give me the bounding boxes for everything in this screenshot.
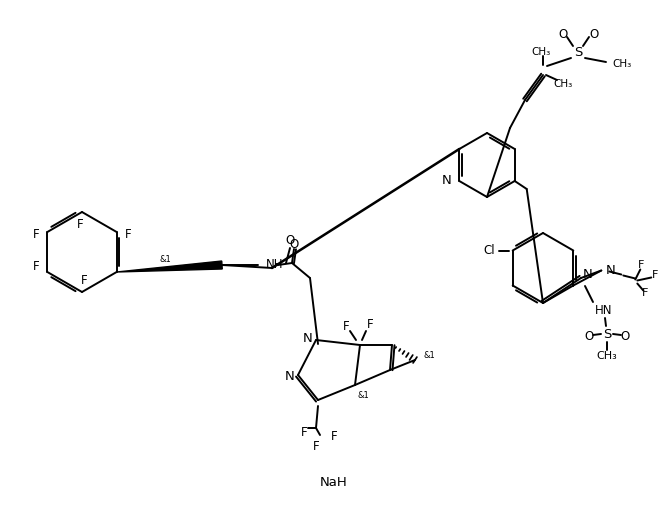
Text: CH₃: CH₃ <box>553 79 572 89</box>
Text: F: F <box>343 321 349 333</box>
Text: NaH: NaH <box>320 476 348 489</box>
Text: F: F <box>313 439 319 452</box>
Text: &1: &1 <box>159 255 171 265</box>
Text: S: S <box>603 327 611 341</box>
Text: &1: &1 <box>423 351 435 359</box>
Text: N: N <box>583 268 593 281</box>
Text: F: F <box>638 261 645 270</box>
Text: F: F <box>33 261 39 273</box>
Text: CH₃: CH₃ <box>597 351 617 361</box>
Text: O: O <box>558 27 568 40</box>
Text: N: N <box>605 264 615 277</box>
Text: F: F <box>125 227 132 240</box>
Text: &1: &1 <box>357 390 369 400</box>
Text: O: O <box>584 329 594 342</box>
Text: HN: HN <box>595 303 613 316</box>
Text: Cl: Cl <box>483 244 495 257</box>
Text: F: F <box>301 425 307 438</box>
Text: N: N <box>442 174 452 187</box>
Text: NH: NH <box>266 258 283 271</box>
Text: O: O <box>289 238 299 251</box>
Text: F: F <box>33 227 39 240</box>
Polygon shape <box>117 261 222 272</box>
Text: F: F <box>652 270 659 281</box>
Text: CH₃: CH₃ <box>612 59 631 69</box>
Text: F: F <box>77 218 84 231</box>
Text: O: O <box>285 235 295 248</box>
Text: F: F <box>331 430 337 443</box>
Text: S: S <box>574 45 582 58</box>
Text: F: F <box>642 288 649 298</box>
Text: CH₃: CH₃ <box>531 47 550 57</box>
Text: N: N <box>285 371 294 384</box>
Text: O: O <box>589 27 599 40</box>
Text: F: F <box>367 318 373 331</box>
Text: O: O <box>621 329 630 342</box>
Text: F: F <box>81 273 88 286</box>
Text: N: N <box>302 331 312 344</box>
